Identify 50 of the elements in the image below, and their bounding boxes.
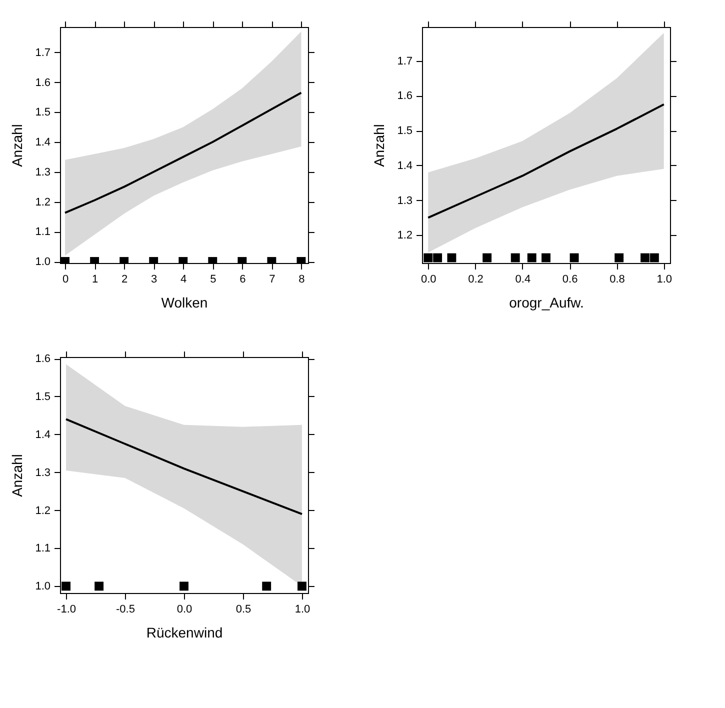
x-tick-label: 2 [122,274,128,286]
y-tick-label: 1.2 [35,196,50,208]
y-tick-label: 1.7 [397,55,412,68]
x-tick-label: 0.0 [420,274,436,286]
x-tick-label: 0.5 [236,604,252,616]
y-tick-label: 1.6 [397,90,412,102]
y-tick-label: 1.5 [397,125,412,138]
y-tick-label: 1.3 [397,194,412,207]
line-series [64,92,302,214]
y-tick-label: 1.3 [35,466,50,479]
y-axis-title: Anzahl [9,124,26,167]
y-tick-label: 1.5 [35,390,50,403]
y-tick-label: 1.4 [35,428,50,441]
line-series [427,103,665,219]
y-tick-label: 1.1 [35,542,50,555]
x-tick-label: 1.0 [294,604,310,616]
x-tick-label: 4 [180,274,187,286]
x-tick-label: 8 [298,274,305,286]
x-tick-label: 1 [92,274,98,286]
x-tick-label: 0.6 [562,274,578,286]
y-tick-label: 1.2 [397,230,412,242]
y-tick-label: 1.4 [397,160,412,172]
x-axis-title: orogr_Aufw. [509,294,584,310]
x-tick-label: 6 [240,274,246,286]
y-tick-label: 1.5 [35,106,50,119]
y-tick-label: 1.6 [35,353,50,366]
line-series [65,418,303,516]
x-tick-label: -0.5 [116,604,135,616]
y-tick-label: 1.0 [35,256,50,268]
x-tick-label: 0.0 [176,604,192,616]
x-tick-label: 5 [210,274,216,286]
y-tick-label: 1.7 [35,46,50,59]
y-tick-label: 1.0 [35,580,50,593]
y-tick-label: 1.3 [35,166,50,178]
x-tick-label: 1.0 [656,274,672,286]
x-tick-label: 0.2 [468,274,484,286]
y-axis-title: Anzahl [9,454,26,497]
x-tick-label: 3 [151,274,158,286]
x-tick-label: 0.8 [610,274,625,286]
x-axis-title: Rückenwind [146,624,223,640]
y-tick-label: 1.4 [35,136,50,149]
x-axis-title: Wolken [161,294,208,310]
y-tick-label: 1.2 [35,504,50,517]
x-tick-label: 0 [62,274,69,286]
y-tick-label: 1.1 [35,226,50,238]
x-tick-label: -1.0 [57,604,76,616]
y-tick-label: 1.6 [35,76,50,89]
x-tick-label: 7 [269,274,276,286]
x-tick-label: 0.4 [515,274,531,286]
y-axis-title: Anzahl [371,124,388,167]
